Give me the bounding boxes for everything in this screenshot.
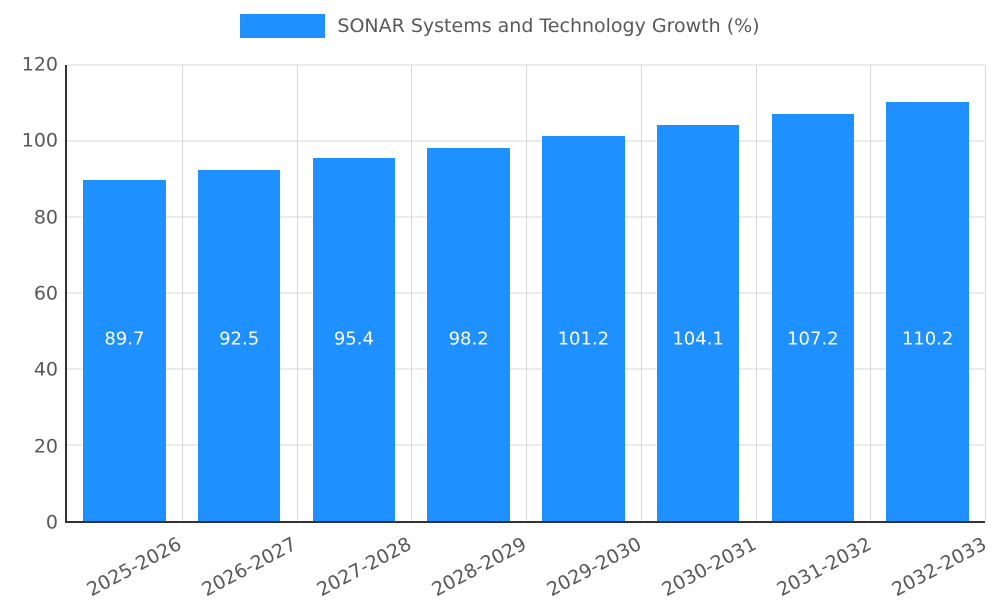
vertical-gridline (870, 65, 872, 521)
legend-swatch (240, 14, 326, 38)
y-tick-label: 80 (33, 206, 58, 229)
vertical-gridline (411, 65, 413, 521)
bar-value-label: 101.2 (557, 328, 610, 350)
bar: 101.2 (542, 136, 625, 521)
bar: 107.2 (771, 113, 855, 521)
bar-value-label: 104.1 (672, 328, 724, 350)
x-tick-label: 2028-2029 (427, 533, 530, 601)
x-axis: 2025-2026 2026-2027 2027-2028 2028-2029 2029… (65, 529, 990, 601)
x-tick-label: 2027-2028 (312, 533, 415, 601)
y-tick-label: 40 (33, 358, 58, 381)
y-axis: 0 20 40 60 80 100 120 (0, 55, 58, 532)
chart-legend: SONAR Systems and Technology Growth (%) (0, 14, 1000, 38)
bar: 92.5 (197, 169, 281, 521)
plot-area: 89.7 92.5 95.4 98.2 101.2 104.1 107.2 110.2 (65, 64, 986, 523)
bar: 95.4 (312, 158, 396, 521)
vertical-gridline (526, 65, 527, 521)
x-tick-label: 2032-2033 (887, 533, 990, 601)
x-tick-label: 2030-2031 (657, 533, 760, 601)
vertical-gridline (640, 65, 642, 521)
vertical-gridline (755, 65, 757, 521)
vertical-gridline (181, 65, 183, 521)
x-tick-label: 2031-2032 (772, 533, 875, 601)
bar-value-label: 110.2 (901, 328, 954, 350)
bar-value-label: 95.4 (333, 328, 374, 350)
bar-value-label: 92.5 (219, 328, 260, 350)
bar: 98.2 (427, 147, 510, 521)
vertical-gridline (985, 65, 986, 521)
bar: 110.2 (886, 102, 969, 521)
y-tick-label: 0 (45, 511, 58, 534)
y-tick-label: 120 (21, 53, 58, 76)
x-tick-label: 2025-2026 (82, 533, 185, 601)
bar: 104.1 (656, 125, 740, 521)
y-tick-label: 60 (33, 282, 58, 305)
y-tick-label: 100 (21, 129, 58, 152)
bar: 89.7 (83, 180, 166, 521)
x-tick-label: 2026-2027 (197, 533, 300, 601)
y-tick-label: 20 (33, 435, 58, 458)
chart-title: SONAR Systems and Technology Growth (%) (337, 15, 760, 37)
bar-value-label: 98.2 (448, 328, 489, 350)
bar-value-label: 89.7 (104, 328, 145, 350)
vertical-gridline (296, 65, 298, 521)
x-tick-label: 2029-2030 (542, 533, 645, 601)
bar-value-label: 107.2 (787, 328, 839, 350)
